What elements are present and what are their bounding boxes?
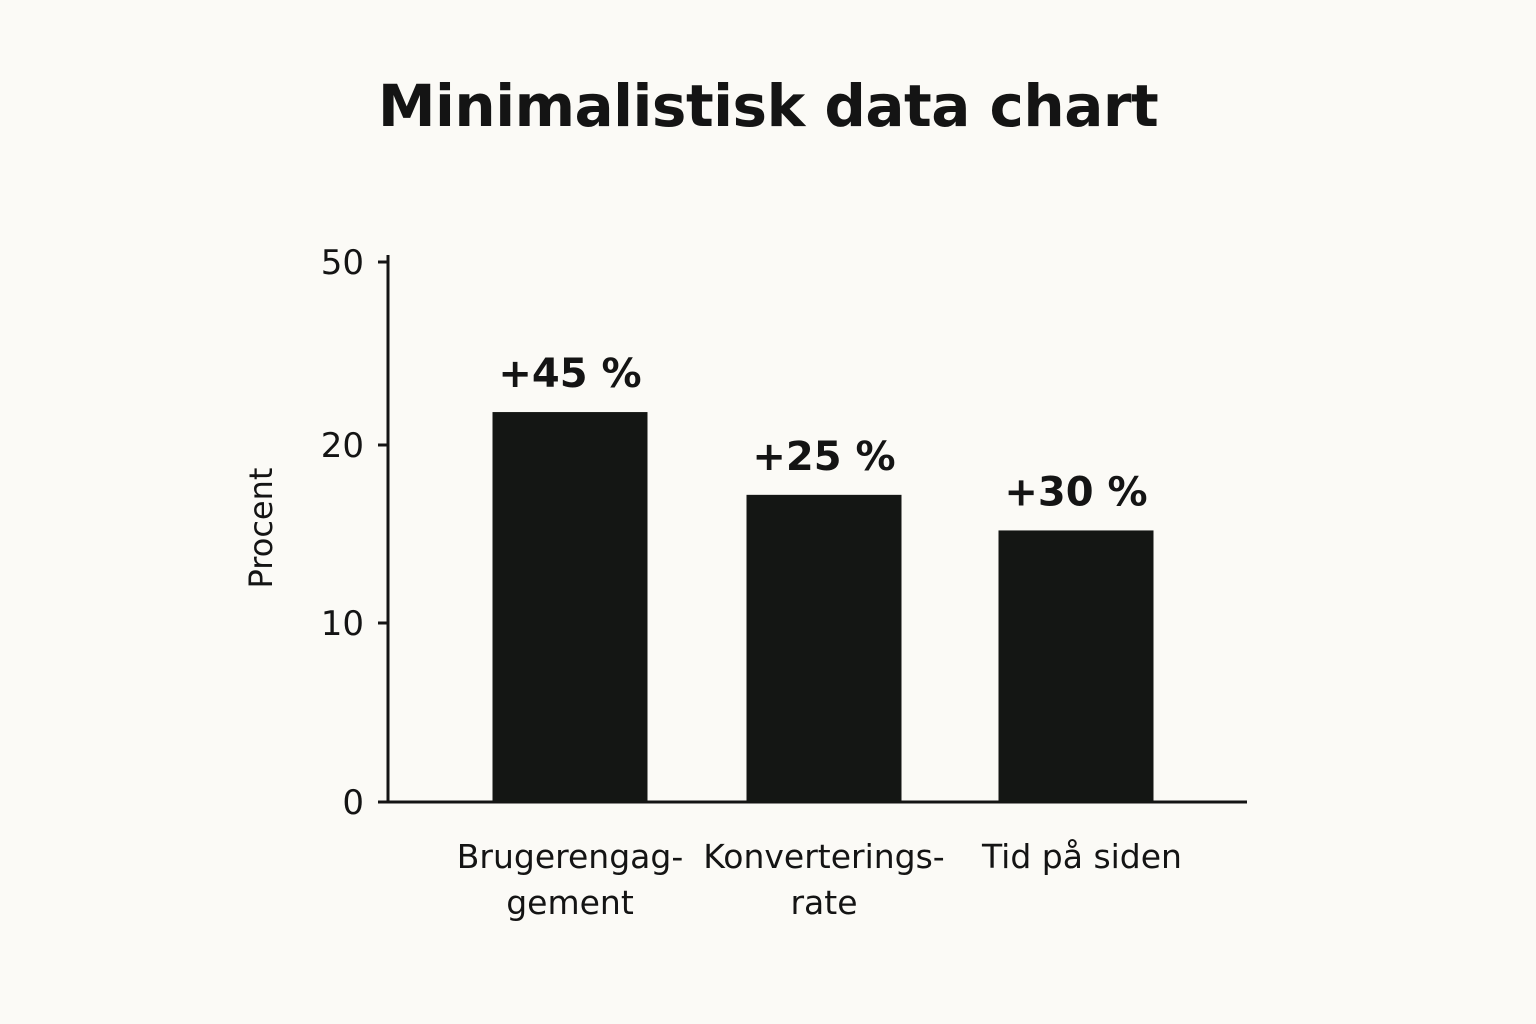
bar-data-label: +25 % xyxy=(752,434,895,480)
y-tick-label: 0 xyxy=(342,783,364,823)
x-category-label: Tid på siden xyxy=(981,837,1182,876)
chart-title: Minimalistisk data chart xyxy=(377,72,1159,140)
bar xyxy=(746,494,902,802)
bar xyxy=(998,530,1154,802)
x-category-label: gement xyxy=(506,883,634,922)
bar-data-label: +45 % xyxy=(498,351,641,397)
bar xyxy=(492,412,648,802)
y-axis-label: Procent xyxy=(242,468,280,589)
y-tick-label: 20 xyxy=(321,426,364,466)
x-category-label: rate xyxy=(790,883,857,922)
x-category-label: Konverterings- xyxy=(703,837,944,876)
y-tick-label: 50 xyxy=(321,243,364,283)
bar-data-label: +30 % xyxy=(1004,469,1147,515)
y-tick-label: 10 xyxy=(321,604,364,644)
x-category-label: Brugerengag- xyxy=(457,837,683,876)
